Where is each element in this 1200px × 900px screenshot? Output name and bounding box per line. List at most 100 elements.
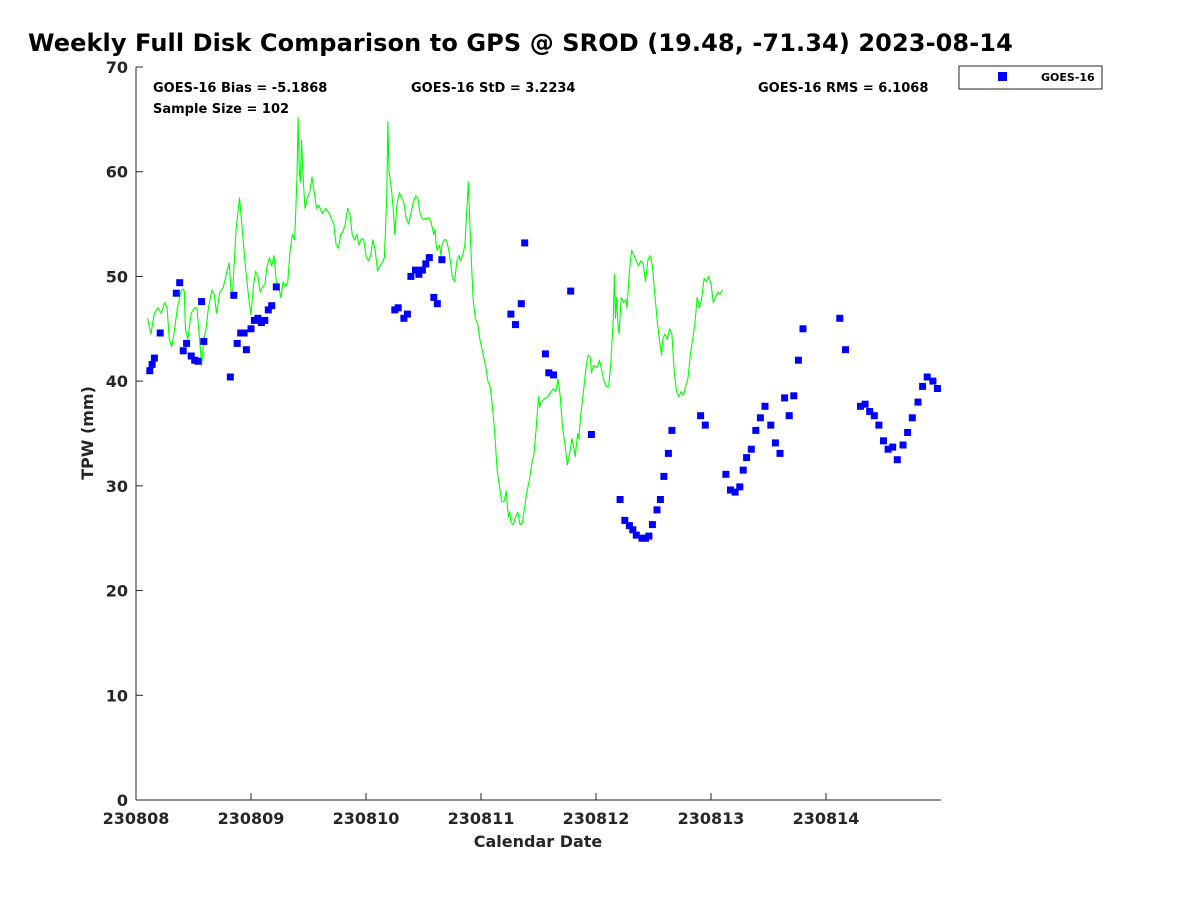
- y-tick-label: 0: [117, 791, 128, 810]
- y-tick-label: 10: [106, 686, 128, 705]
- goes16-point: [752, 426, 760, 434]
- goes16-point: [156, 329, 164, 337]
- goes16-point: [934, 385, 941, 392]
- chart-title: Weekly Full Disk Comparison to GPS @ SRO…: [28, 29, 1013, 57]
- goes16-point: [904, 429, 912, 436]
- goes16-point: [899, 441, 907, 449]
- goes16-point: [668, 426, 676, 434]
- goes16-point: [176, 279, 184, 287]
- y-tick-label: 60: [106, 163, 128, 182]
- goes16-point: [407, 272, 415, 280]
- goes16-point: [242, 346, 250, 354]
- goes16-point: [747, 445, 755, 453]
- goes16-point: [268, 302, 276, 310]
- sample-size-stat: Sample Size = 102: [153, 102, 289, 117]
- goes16-point: [870, 412, 878, 420]
- goes16-point: [194, 357, 202, 365]
- goes16-point: [545, 369, 553, 377]
- goes16-point: [660, 472, 668, 480]
- goes16-point: [230, 291, 238, 299]
- goes16-point: [187, 352, 195, 360]
- goes16-point: [247, 325, 255, 333]
- goes16-point: [656, 496, 664, 503]
- goes16-point: [893, 456, 901, 464]
- legend-marker: [998, 72, 1007, 81]
- x-tick-label: 230811: [448, 809, 515, 828]
- goes16-point: [875, 421, 883, 429]
- goes16-point: [567, 287, 575, 295]
- x-tick-label: 230809: [218, 809, 285, 828]
- goes16-point: [776, 449, 784, 457]
- goes16-point: [836, 314, 844, 322]
- goes16-point: [736, 483, 744, 491]
- goes16-point: [172, 289, 180, 297]
- goes16-point: [701, 421, 709, 429]
- goes16-point: [908, 414, 916, 422]
- gps-series: [146, 116, 723, 526]
- y-axis-label: TPW (mm): [78, 386, 97, 480]
- goes16-point: [767, 421, 775, 429]
- goes16-point: [790, 392, 798, 400]
- goes16-point: [226, 373, 234, 381]
- goes16-point: [403, 310, 411, 318]
- goes16-point: [430, 293, 438, 301]
- goes16-point: [517, 300, 525, 308]
- goes16-point: [799, 325, 807, 333]
- goes16-point: [727, 486, 734, 494]
- goes16-point: [632, 531, 640, 539]
- x-tick-label: 230812: [563, 809, 630, 828]
- goes16-point: [697, 412, 705, 420]
- x-tick-label: 230808: [103, 809, 170, 828]
- goes16-point: [761, 402, 769, 410]
- goes16-point: [438, 256, 446, 264]
- legend-box: [958, 65, 1103, 90]
- goes16-point: [587, 431, 595, 438]
- y-tick-label: 20: [106, 582, 128, 601]
- goes16-point: [929, 377, 937, 385]
- goes16-point: [629, 526, 637, 534]
- x-axis-label: Calendar Date: [474, 832, 603, 851]
- goes16-point: [254, 314, 262, 322]
- goes16-point: [722, 470, 730, 478]
- goes16-point: [857, 402, 864, 410]
- goes16-point: [418, 266, 426, 274]
- goes16-point: [272, 283, 280, 291]
- goes16-point: [743, 454, 751, 462]
- goes16-point: [425, 254, 433, 262]
- gps-line: [146, 116, 723, 526]
- goes16-point: [648, 521, 656, 529]
- goes16-point: [233, 339, 241, 347]
- goes16-point: [394, 304, 402, 312]
- goes16-point: [264, 306, 272, 314]
- goes16-series: [146, 239, 941, 542]
- goes16-point: [200, 337, 208, 345]
- goes16-point: [183, 339, 191, 347]
- goes16-point: [521, 239, 529, 247]
- goes16-point: [842, 346, 849, 354]
- goes16-point: [433, 300, 441, 308]
- y-tick-label: 30: [106, 477, 128, 496]
- y-tick-label: 70: [106, 58, 128, 77]
- goes16-point: [400, 314, 408, 322]
- goes16-point: [512, 321, 519, 329]
- goes16-point: [664, 449, 672, 457]
- goes16-point: [771, 439, 779, 447]
- goes16-point: [731, 488, 739, 496]
- y-ticks: 0 10 20 30 40 50 60 70: [106, 58, 143, 810]
- goes16-point: [412, 266, 419, 274]
- goes16-point: [541, 350, 549, 358]
- goes16-point: [148, 360, 156, 368]
- goes16-point: [198, 298, 206, 306]
- goes16-point: [794, 356, 802, 364]
- goes16-point: [919, 382, 927, 390]
- goes16-point: [866, 408, 874, 415]
- std-stat: GOES-16 StD = 3.2234: [411, 81, 575, 96]
- goes16-point: [914, 398, 922, 406]
- goes16-point: [422, 260, 430, 268]
- goes16-point: [653, 506, 661, 514]
- goes16-point: [785, 412, 793, 420]
- goes16-point: [880, 437, 887, 445]
- x-tick-label: 230813: [678, 809, 745, 828]
- x-ticks: 230808 230809 230810 230811 230812 230813 2308…: [103, 793, 859, 828]
